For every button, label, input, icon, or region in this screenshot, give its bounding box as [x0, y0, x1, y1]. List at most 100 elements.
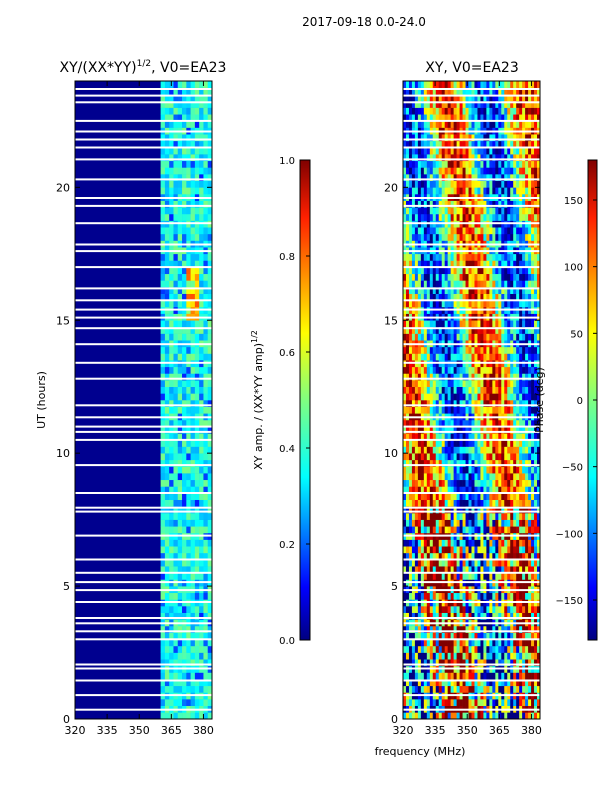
heatmap-cell [408, 672, 413, 680]
heatmap-cell [480, 546, 484, 554]
heatmap-cell [450, 273, 454, 281]
heatmap-cell [194, 100, 200, 108]
heatmap-cell [474, 493, 478, 500]
heatmap-cell [456, 393, 460, 401]
heatmap-cell [468, 213, 472, 221]
heatmap-cell [423, 400, 428, 407]
heatmap-cell [522, 566, 526, 574]
heatmap-cell [203, 493, 209, 500]
heatmap-cell [510, 326, 514, 334]
heatmap-cell [495, 426, 499, 434]
heatmap-cell [465, 486, 469, 494]
heatmap-cell [207, 120, 213, 128]
heatmap-cell [177, 572, 183, 580]
heatmap-cell [453, 300, 457, 308]
heatmap-cell [504, 320, 508, 328]
heatmap-cell [456, 233, 460, 241]
heatmap-cell [444, 506, 448, 514]
heatmap-cell [405, 267, 410, 275]
heatmap-cell [504, 473, 508, 481]
heatmap-cell [199, 134, 204, 142]
heatmap-cell [190, 652, 196, 660]
heatmap-cell [495, 539, 499, 547]
heatmap-cell [504, 419, 508, 427]
heatmap-cell [438, 546, 443, 554]
heatmap-cell [441, 253, 445, 261]
heatmap-cell [423, 446, 428, 454]
heatmap-cell [480, 645, 484, 653]
heatmap-cell [453, 699, 457, 707]
heatmap-cell [447, 386, 451, 394]
heatmap-cell [522, 552, 526, 560]
heatmap-cell [190, 160, 196, 168]
heatmap-cell [495, 419, 499, 427]
heatmap-cell [441, 400, 445, 407]
heatmap-cell [459, 459, 463, 467]
heatmap-cell [456, 267, 460, 275]
heatmap-cell [513, 253, 517, 261]
heatmap-cell [459, 260, 463, 268]
heatmap-cell [426, 645, 431, 653]
heatmap-cell [186, 632, 191, 640]
heatmap-cell [417, 346, 422, 354]
heatmap-cell [203, 213, 209, 221]
heatmap-cell [194, 652, 200, 660]
heatmap-cell [477, 699, 481, 707]
heatmap-cell [420, 320, 425, 328]
heatmap-cell [450, 267, 454, 275]
heatmap-cell [516, 672, 520, 680]
heatmap-cell [531, 213, 535, 221]
heatmap-cell [456, 433, 460, 441]
heatmap-cell [186, 712, 191, 720]
heatmap-cell [420, 213, 425, 221]
heatmap-cell [477, 566, 481, 574]
heatmap-cell [186, 606, 191, 613]
heatmap-cell [489, 280, 493, 288]
heatmap-cell [531, 400, 535, 407]
heatmap-cell [199, 180, 204, 188]
heatmap-cell [450, 539, 454, 547]
heatmap-cell [495, 512, 499, 520]
heatmap-cell [459, 366, 463, 374]
heatmap-cell [438, 207, 443, 215]
heatmap-cell [447, 526, 451, 534]
heatmap-cell [456, 406, 460, 414]
heatmap-cell [477, 439, 481, 447]
heatmap-cell [507, 293, 511, 301]
heatmap-cell [177, 712, 183, 720]
heatmap-cell [435, 227, 440, 235]
heatmap-cell [414, 326, 419, 334]
heatmap-cell [462, 526, 466, 534]
heatmap-cell [486, 712, 490, 720]
heatmap-cell [190, 293, 196, 301]
heatmap-cell [492, 552, 496, 560]
heatmap-cell [420, 546, 425, 554]
heatmap-cell [408, 406, 413, 414]
heatmap-cell [465, 652, 469, 660]
heatmap-cell [207, 453, 213, 461]
heatmap-cell [462, 393, 466, 401]
heatmap-cell [498, 566, 502, 574]
heatmap-cell [160, 566, 166, 574]
heatmap-cell [480, 712, 484, 720]
heatmap-cell [194, 180, 200, 188]
heatmap-cell [203, 320, 209, 328]
heatmap-cell [453, 380, 457, 388]
heatmap-cell [537, 187, 541, 195]
heatmap-cell [411, 712, 416, 720]
heatmap-cell [207, 672, 213, 680]
heatmap-cell [450, 566, 454, 574]
heatmap-cell [414, 346, 419, 354]
heatmap-cell [525, 260, 529, 268]
heatmap-cell [169, 366, 174, 374]
heatmap-cell [486, 260, 490, 268]
heatmap-cell [408, 479, 413, 487]
heatmap-cell [177, 486, 183, 494]
heatmap-cell [438, 433, 443, 441]
heatmap-cell [190, 207, 196, 215]
heatmap-cell [194, 645, 200, 653]
heatmap-cell [525, 180, 529, 188]
heatmap-cell [203, 233, 209, 241]
heatmap-cell [207, 380, 213, 388]
heatmap-cell [177, 207, 183, 215]
